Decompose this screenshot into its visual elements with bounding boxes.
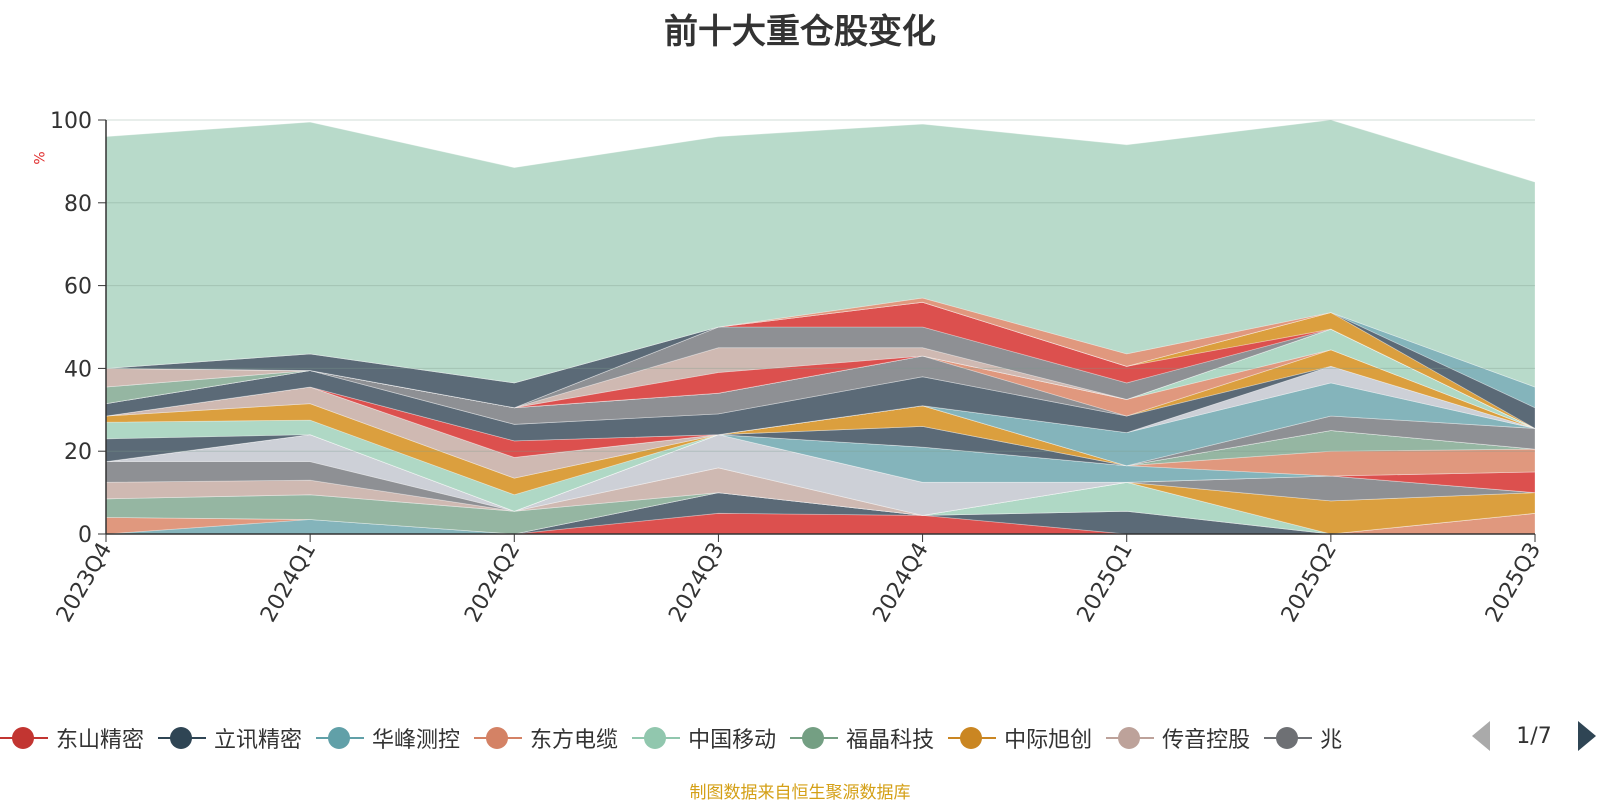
area-series-22 — [105, 365, 1536, 442]
area-series-36 — [105, 119, 1536, 388]
legend-label: 中国移动 — [688, 728, 777, 753]
y-tick-label: 20 — [64, 440, 92, 465]
area-series-2 — [105, 492, 1535, 535]
chart-title: 前十大重仓股变化 — [664, 12, 936, 52]
area-series-33 — [105, 301, 1536, 430]
legend-label: 中际旭创 — [1004, 728, 1093, 753]
legend-item[interactable]: 中国移动 — [632, 722, 776, 754]
legend: 东山精密 立讯精密 华峰测控 东方电缆 中国移动 福晶科技 中际旭创 传音控股 兆 — [0, 718, 1356, 758]
legend-item[interactable]: 中际旭创 — [948, 722, 1092, 754]
legend-item[interactable]: 立讯精密 — [158, 722, 302, 754]
legend-marker-icon — [474, 726, 523, 750]
legend-marker-icon — [316, 726, 365, 750]
area-series-1 — [106, 492, 1535, 535]
legend-item[interactable]: 东山精密 — [0, 722, 144, 754]
x-tick-label: 2024Q1 — [256, 539, 321, 627]
y-tick-label: 0 — [78, 523, 92, 548]
legend-label: 立讯精密 — [214, 728, 303, 753]
legend-item[interactable]: 东方电缆 — [474, 722, 618, 754]
legend-label: 东方电缆 — [530, 728, 619, 753]
legend-label: 传音控股 — [1162, 728, 1251, 753]
legend-next-arrow-icon[interactable] — [1578, 721, 1596, 751]
legend-label: 福晶科技 — [846, 728, 935, 753]
legend-item[interactable]: 传音控股 — [1106, 722, 1250, 754]
x-tick-label: 2025Q2 — [1277, 539, 1342, 627]
area-series-34 — [105, 301, 1536, 409]
x-tick-label: 2025Q1 — [1073, 539, 1138, 627]
x-tick-label: 2024Q2 — [460, 539, 525, 627]
x-tick-label: 2023Q4 — [52, 539, 117, 627]
x-tick-label: 2025Q3 — [1481, 539, 1546, 627]
legend-marker-icon — [1106, 726, 1155, 750]
legend-label: 华峰测控 — [372, 728, 461, 753]
y-tick-label: 100 — [50, 109, 92, 134]
data-source-note: 制图数据来自恒生聚源数据库 — [689, 783, 911, 803]
x-tick-label: 2024Q3 — [664, 539, 729, 627]
legend-marker-icon — [790, 726, 839, 750]
legend-item[interactable]: 华峰测控 — [316, 722, 460, 754]
legend-label: 东山精密 — [56, 728, 145, 753]
legend-marker-icon — [948, 726, 997, 750]
legend-marker-icon — [158, 726, 207, 750]
legend-pager: 1/7 — [1470, 716, 1600, 756]
area-series-group — [105, 119, 1536, 535]
grid-lines — [106, 119, 1535, 452]
legend-item[interactable]: 兆 — [1264, 722, 1342, 754]
legend-marker-icon — [632, 726, 681, 750]
legend-label: 兆 — [1320, 728, 1343, 753]
x-tick-label: 2024Q4 — [868, 539, 933, 627]
y-tick-label: 40 — [64, 357, 92, 382]
legend-prev-arrow-icon[interactable] — [1472, 721, 1490, 751]
legend-marker-icon — [0, 726, 48, 750]
y-tick-label: 60 — [64, 275, 92, 300]
y-tick-label: 80 — [64, 192, 92, 217]
legend-marker-icon — [1264, 726, 1313, 750]
legend-item[interactable]: 福晶科技 — [790, 722, 934, 754]
legend-page-indicator: 1/7 — [1516, 723, 1552, 749]
